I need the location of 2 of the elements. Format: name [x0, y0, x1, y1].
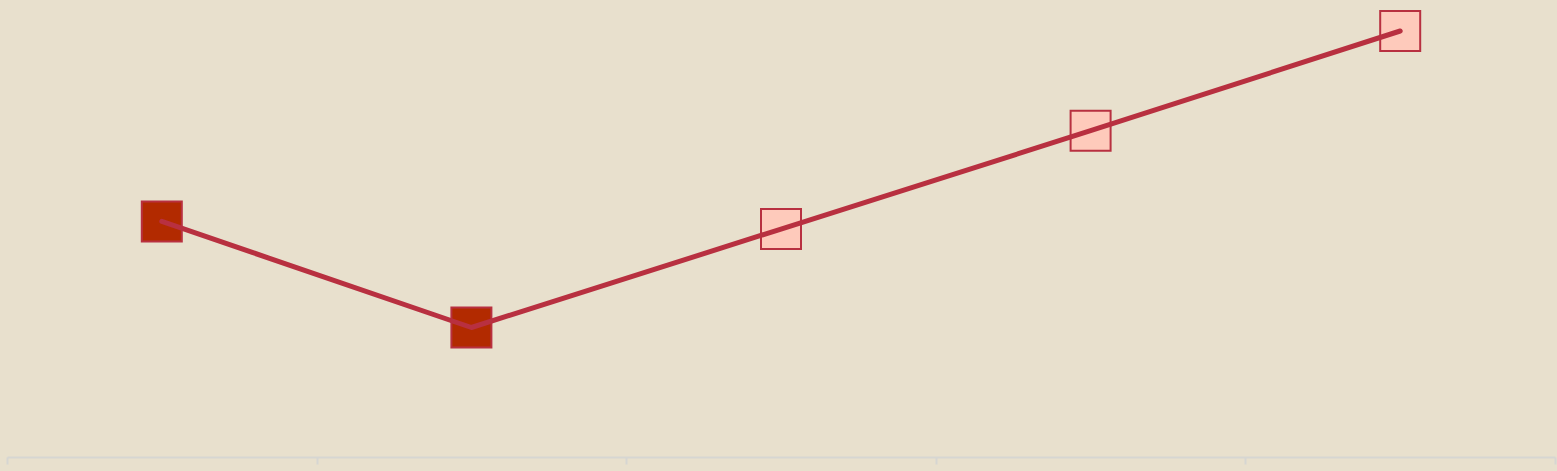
point [1379, 10, 1422, 52]
point [140, 200, 183, 243]
